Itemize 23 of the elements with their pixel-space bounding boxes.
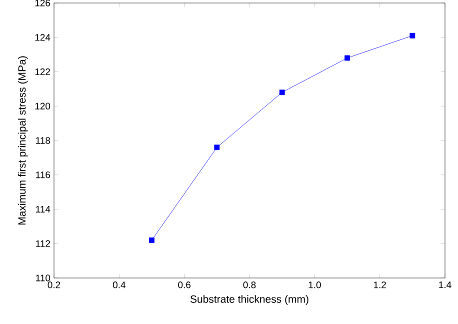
point — [344, 55, 350, 61]
y-tick-label: 114 — [36, 206, 50, 213]
y-tick-label: 120 — [35, 102, 50, 110]
y-tick-label: 126 — [35, 0, 50, 6]
x-tick-label: 0.6 — [178, 282, 191, 288]
x-tick-label: 0.8 — [243, 282, 256, 288]
point — [214, 144, 220, 150]
point — [410, 32, 416, 38]
point — [149, 237, 154, 243]
y-tick-label: 124 — [35, 34, 50, 41]
x-tick-label: 1.0 — [308, 282, 321, 288]
y-axis-title: Maximum first principal stress (MPa) — [18, 56, 28, 225]
y-tick-label: 122 — [35, 68, 50, 76]
x-tick-label: 0.2 — [48, 282, 60, 288]
y-tick-label: 110 — [36, 274, 50, 282]
y-tick-label: 116 — [36, 172, 50, 178]
x-axis-title: Substrate thickness (mm) — [190, 295, 308, 305]
y-tick-label: 118 — [36, 137, 50, 144]
x-tick-label: 1.2 — [374, 282, 386, 288]
x-tick-label: 0.4 — [112, 282, 126, 288]
x-tick-label: 1.4 — [439, 282, 452, 288]
y-tick-label: 112 — [36, 240, 50, 247]
point — [279, 90, 285, 96]
